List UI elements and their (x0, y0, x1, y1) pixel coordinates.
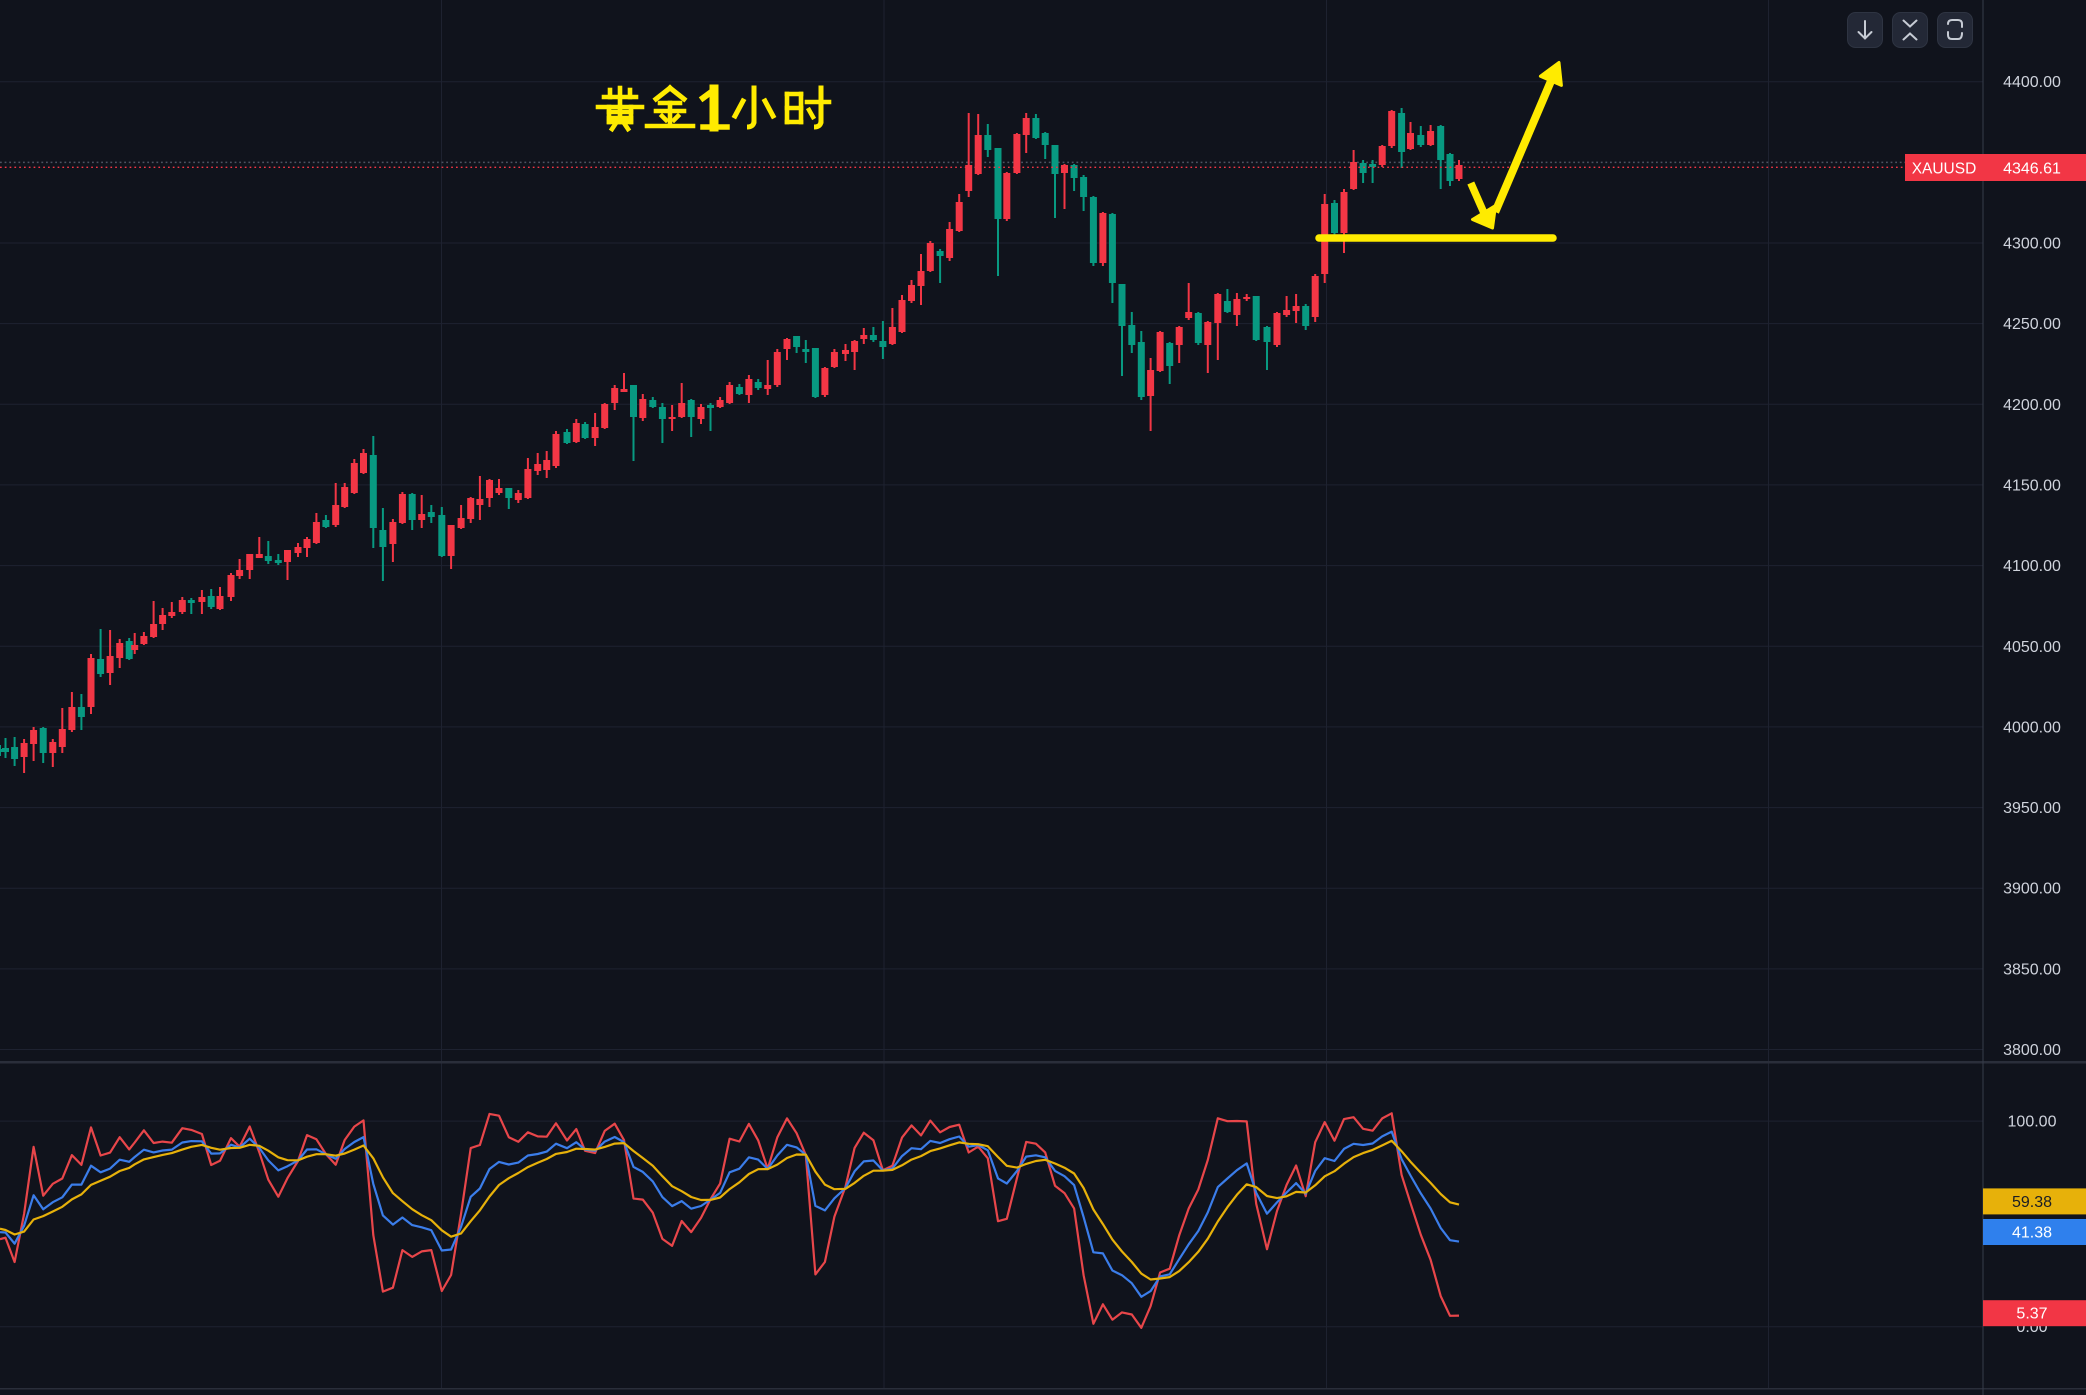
svg-text:5.37: 5.37 (2016, 1306, 2047, 1323)
svg-text:4150.00: 4150.00 (2003, 477, 2061, 494)
svg-text:4400.00: 4400.00 (2003, 74, 2061, 91)
svg-text:4300.00: 4300.00 (2003, 236, 2061, 253)
svg-text:41.38: 41.38 (2012, 1225, 2052, 1242)
svg-text:4200.00: 4200.00 (2003, 397, 2061, 414)
svg-text:3900.00: 3900.00 (2003, 881, 2061, 898)
svg-text:100.00: 100.00 (2008, 1114, 2057, 1131)
svg-text:59.38: 59.38 (2012, 1194, 2052, 1211)
svg-text:XAUUSD: XAUUSD (1912, 161, 1977, 178)
svg-text:3800.00: 3800.00 (2003, 1042, 2061, 1059)
svg-text:4250.00: 4250.00 (2003, 316, 2061, 333)
svg-text:3950.00: 3950.00 (2003, 800, 2061, 817)
svg-text:4050.00: 4050.00 (2003, 639, 2061, 656)
svg-text:4100.00: 4100.00 (2003, 558, 2061, 575)
svg-text:4000.00: 4000.00 (2003, 719, 2061, 736)
svg-text:3850.00: 3850.00 (2003, 961, 2061, 978)
svg-text:4346.61: 4346.61 (2003, 161, 2061, 178)
